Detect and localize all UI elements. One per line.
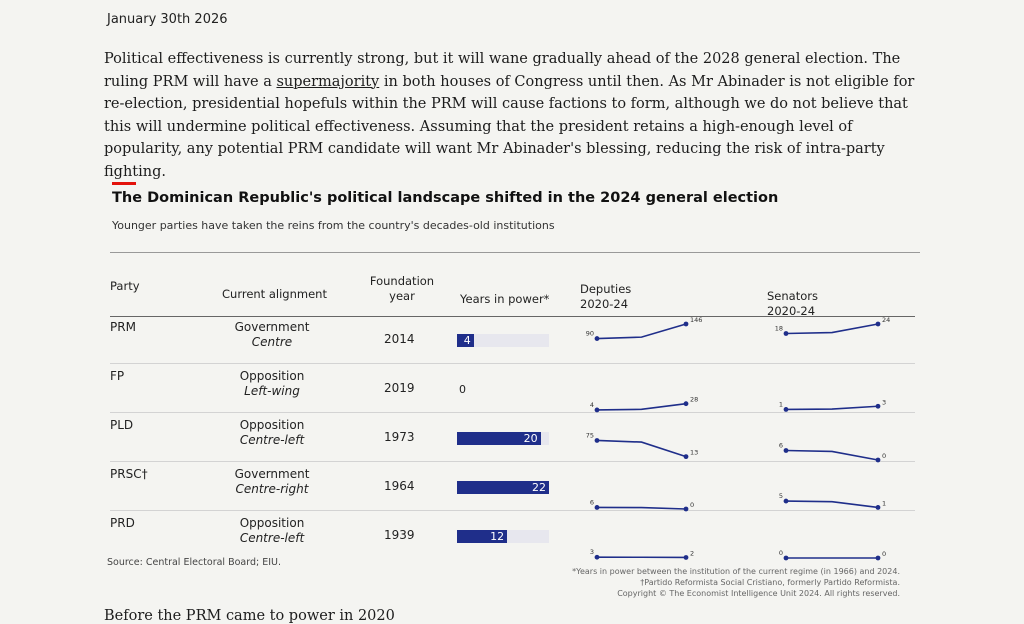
deputies-point-2024 — [684, 507, 689, 512]
deputies-label-2020: 4 — [590, 401, 594, 409]
senators-point-2024 — [876, 458, 881, 463]
senators-point-2020 — [784, 407, 789, 412]
senators-point-2024 — [876, 556, 881, 561]
deputies-label-2024: 0 — [690, 501, 694, 509]
senators-label-2024: 3 — [882, 398, 886, 406]
senators-point-2024 — [876, 505, 881, 510]
deputies-point-2020 — [595, 505, 600, 510]
senators-point-2020 — [784, 499, 789, 504]
deputies-label-2024: 2 — [690, 549, 694, 557]
source-note: Source: Central Electoral Board; EIU. — [107, 557, 281, 568]
deputies-point-2020 — [595, 555, 600, 560]
senators-point-2024 — [876, 404, 881, 409]
senators-slope-line — [786, 324, 878, 334]
next-paragraph: Before the PRM came to power in 2020 — [104, 608, 395, 624]
footnote-years: *Years in power between the institution … — [520, 566, 900, 577]
footnote-prsc: †Partido Reformista Social Cristiano, fo… — [520, 577, 900, 588]
deputies-label-2024: 146 — [690, 316, 702, 324]
senators-label-2020: 6 — [779, 442, 783, 450]
senators-point-2024 — [876, 322, 881, 327]
deputies-point-2024 — [684, 454, 689, 459]
senators-label-2020: 5 — [779, 492, 783, 500]
senators-label-2024: 24 — [882, 316, 890, 324]
deputies-slope-line — [597, 440, 686, 456]
deputies-label-2020: 3 — [590, 548, 594, 556]
deputies-point-2024 — [684, 322, 689, 327]
deputies-point-2020 — [595, 336, 600, 341]
deputies-point-2020 — [595, 438, 600, 443]
deputies-label-2024: 28 — [690, 396, 698, 404]
deputies-slope-line — [597, 404, 686, 410]
senators-label-2020: 18 — [775, 325, 783, 333]
senators-label-2020: 0 — [779, 549, 783, 557]
senators-point-2020 — [784, 556, 789, 561]
deputies-label-2020: 90 — [586, 330, 594, 338]
deputies-slope-line — [597, 324, 686, 339]
senators-label-2024: 0 — [882, 452, 886, 460]
deputies-slope-line — [597, 507, 686, 509]
senators-label-2024: 0 — [882, 550, 886, 558]
senators-point-2020 — [784, 331, 789, 336]
deputies-point-2020 — [595, 408, 600, 413]
deputies-label-2020: 75 — [586, 431, 594, 439]
footnote-copyright: Copyright © The Economist Intelligence U… — [520, 588, 900, 599]
senators-slope-line — [786, 406, 878, 409]
senators-point-2020 — [784, 448, 789, 453]
footnotes: *Years in power between the institution … — [520, 566, 900, 599]
deputies-point-2024 — [684, 555, 689, 560]
deputies-label-2020: 6 — [590, 498, 594, 506]
deputies-point-2024 — [684, 401, 689, 406]
senators-label-2024: 1 — [882, 499, 886, 507]
senators-slope-line — [786, 451, 878, 461]
deputies-label-2024: 13 — [690, 449, 698, 457]
senators-label-2020: 1 — [779, 400, 783, 408]
senators-slope-line — [786, 501, 878, 507]
